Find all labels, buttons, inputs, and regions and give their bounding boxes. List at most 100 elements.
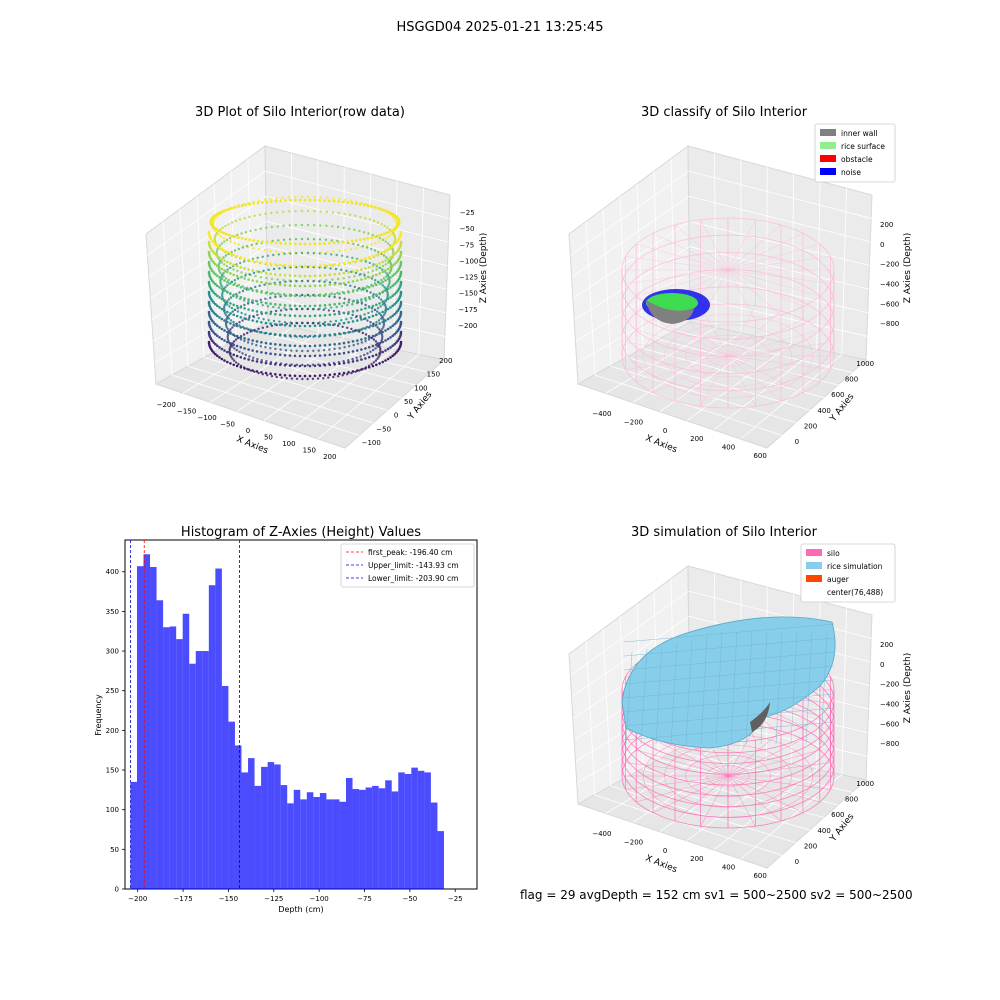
cloud-point [384, 305, 387, 309]
cloud-point [318, 364, 322, 367]
cloud-point [366, 236, 370, 240]
cloud-point [353, 285, 356, 289]
cloud-point [341, 374, 344, 377]
panel-raw-data: 3D Plot of Silo Interior(row data) −200−… [145, 105, 489, 461]
cloud-point [260, 301, 263, 304]
cloud-point [306, 223, 310, 227]
panel4-rice-surface [621, 616, 836, 749]
cloud-point [393, 262, 396, 266]
cloud-point [382, 317, 385, 321]
cloud-point [288, 324, 292, 327]
cloud-point [288, 264, 292, 267]
cloud-point [389, 326, 392, 329]
cloud-point [218, 276, 221, 279]
histogram-bar [352, 789, 360, 889]
cloud-point [243, 339, 246, 343]
cloud-point [233, 249, 237, 252]
mesh-line [623, 623, 835, 643]
grid-line [162, 221, 173, 376]
cloud-point [364, 347, 367, 350]
cloud-point [236, 307, 240, 310]
cloud-point [386, 277, 390, 281]
x-tick-label: 150 [303, 446, 316, 454]
cloud-point [235, 322, 238, 326]
cloud-point [269, 372, 272, 376]
grid-line [636, 183, 644, 349]
cloud-point [294, 210, 297, 213]
cloud-point [254, 285, 257, 289]
cloud-point [270, 324, 274, 327]
cloud-point [243, 217, 246, 220]
cloud-point [393, 233, 396, 237]
cloud-point [232, 283, 235, 287]
cloud-point [364, 367, 367, 370]
silo-spoke [727, 355, 782, 402]
x-tick-label: 200 [690, 855, 703, 863]
cloud-point [345, 318, 348, 321]
cloud-point [239, 296, 243, 299]
cloud-point [342, 361, 346, 365]
cloud-point [325, 224, 328, 227]
cloud-point [230, 355, 233, 358]
cloud-point [346, 373, 349, 376]
cloud-point [389, 229, 393, 233]
cloud-point [241, 285, 244, 288]
cloud-point [308, 344, 312, 348]
cloud-point [272, 253, 275, 257]
cloud-point [277, 306, 280, 309]
cloud-point [255, 300, 259, 303]
silo-spoke [727, 305, 756, 357]
cloud-point [223, 269, 226, 272]
cloud-point [241, 289, 245, 293]
cloud-point [293, 294, 297, 298]
histogram-bar [280, 785, 288, 889]
cloud-point [243, 337, 246, 340]
mesh-line [700, 636, 708, 745]
cloud-point [330, 253, 333, 256]
cloud-point [274, 363, 277, 366]
cloud-point [312, 349, 315, 352]
cloud-point [323, 264, 327, 267]
cloud-point [220, 283, 223, 287]
cloud-point [355, 356, 358, 359]
silo-spoke [625, 762, 729, 777]
cloud-point [348, 298, 351, 301]
cloud-point [298, 264, 302, 268]
grid-line [265, 170, 450, 219]
legend-swatch [806, 562, 822, 569]
cloud-point [318, 284, 322, 287]
cloud-point [358, 229, 361, 233]
panel2-grid [570, 152, 873, 440]
cloud-point [367, 276, 371, 279]
x-tick-label: 600 [753, 452, 766, 460]
cloud-point [280, 376, 283, 379]
cloud-point [381, 310, 385, 314]
cloud-point [316, 377, 320, 380]
cloud-point [223, 305, 226, 309]
cloud-point [368, 261, 371, 265]
cloud-point [395, 341, 398, 344]
cloud-point [323, 354, 327, 357]
cloud-point [372, 219, 376, 223]
cloud-point [387, 230, 391, 234]
cloud-point [318, 374, 322, 377]
cloud-point [243, 317, 246, 320]
cloud-point [336, 291, 339, 295]
silo-spoke [652, 738, 729, 777]
cloud-point [376, 326, 379, 329]
cloud-point [378, 272, 381, 275]
y-tick-label: 0 [795, 438, 799, 446]
cloud-point [336, 225, 340, 229]
cloud-point [381, 238, 385, 242]
cloud-point [300, 265, 304, 269]
grid-line [571, 195, 690, 278]
cloud-point [250, 243, 253, 247]
grid-line [150, 221, 267, 299]
cloud-point [367, 232, 370, 235]
cloud-point [243, 297, 246, 300]
cloud-point [379, 330, 382, 333]
cloud-point [218, 246, 221, 249]
cloud-point [227, 314, 231, 317]
cloud-point [395, 251, 398, 254]
cloud-point [219, 260, 222, 263]
